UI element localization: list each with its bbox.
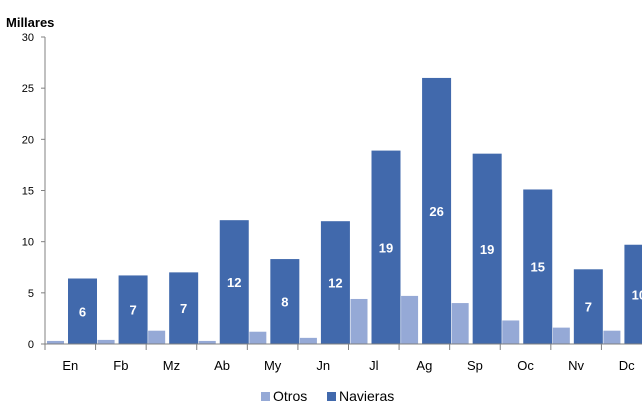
legend-label-otros: Otros: [273, 388, 307, 404]
data-label-navieras: 12: [227, 275, 241, 290]
legend: Otros Navieras: [261, 388, 394, 404]
x-axis-categories: En Fb Mz Ab My Jn Jl Ag Sp Oc Nv Dc: [62, 358, 635, 373]
y-tick-label: 30: [22, 32, 34, 44]
y-tick-label: 0: [28, 339, 34, 351]
y-tick-label: 5: [28, 288, 34, 300]
y-tick-label: 25: [22, 83, 34, 95]
y-tick-label: 15: [22, 186, 34, 198]
bar-otros: [299, 337, 317, 344]
bar-otros: [198, 340, 216, 344]
bar-otros: [603, 330, 621, 344]
data-labels: 6 7 7 12 8 12 19 26 19 15 7 10: [79, 204, 642, 319]
y-axis-title: Millares: [6, 15, 54, 30]
bar-otros: [97, 339, 115, 344]
axes: [41, 36, 642, 350]
bar-navieras: [270, 259, 300, 344]
data-label-navieras: 26: [429, 204, 443, 219]
bar-navieras: [573, 269, 603, 344]
data-label-navieras: 10: [632, 287, 642, 302]
bar-navieras: [68, 278, 97, 344]
x-category-label: Jn: [316, 358, 330, 373]
data-label-navieras: 8: [281, 295, 288, 310]
bar-otros: [350, 298, 368, 344]
bar-navieras: [472, 153, 502, 344]
x-category-label: Oc: [517, 358, 534, 373]
data-label-navieras: 7: [129, 303, 136, 318]
legend-swatch-navieras: [327, 392, 336, 401]
data-label-navieras: 19: [480, 242, 494, 257]
bar-navieras: [523, 189, 553, 344]
bar-otros: [249, 331, 267, 344]
x-category-label: Ag: [416, 358, 432, 373]
data-label-navieras: 12: [328, 276, 342, 291]
bar-navieras: [422, 77, 452, 344]
x-category-label: En: [62, 358, 78, 373]
bar-otros: [552, 327, 570, 344]
bar-navieras: [371, 150, 401, 344]
bar-navieras: [219, 220, 249, 344]
bar-otros: [148, 330, 166, 344]
data-label-navieras: 7: [585, 300, 592, 315]
x-category-label: Ab: [214, 358, 230, 373]
bar-navieras: [118, 275, 148, 344]
data-label-navieras: 15: [531, 260, 545, 275]
bar-otros: [451, 303, 469, 344]
x-category-label: Fb: [113, 358, 128, 373]
bar-otros: [502, 320, 520, 344]
legend-label-navieras: Navieras: [339, 388, 394, 404]
x-category-label: Nv: [568, 358, 584, 373]
legend-swatch-otros: [261, 392, 270, 401]
bar-otros: [47, 340, 64, 344]
x-category-label: My: [264, 358, 282, 373]
bar-navieras: [320, 221, 350, 344]
x-category-label: Sp: [467, 358, 483, 373]
y-axis-ticks: 0 5 10 15 20 25 30: [22, 32, 34, 351]
data-label-navieras: 6: [79, 304, 86, 319]
bar-navieras: [169, 272, 199, 344]
y-tick-label: 10: [22, 237, 34, 249]
bar-otros: [401, 295, 419, 344]
data-label-navieras: 7: [180, 301, 187, 316]
x-category-label: Jl: [369, 358, 379, 373]
x-category-label: Mz: [163, 358, 180, 373]
y-tick-label: 20: [22, 134, 34, 146]
x-category-label: Dc: [619, 358, 635, 373]
bar-navieras: [624, 244, 642, 344]
data-label-navieras: 19: [379, 240, 393, 255]
bars: [47, 77, 642, 344]
